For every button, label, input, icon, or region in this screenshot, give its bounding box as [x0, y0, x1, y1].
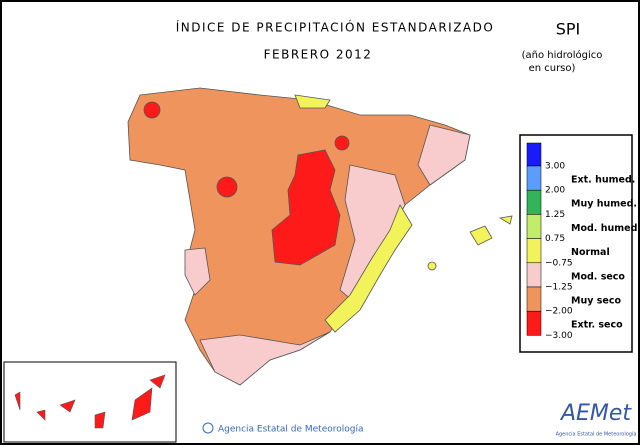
legend-swatch: [526, 189, 542, 215]
region-yellow: [324, 204, 413, 333]
region-red: [334, 135, 350, 151]
legend-tick: 1.25: [545, 210, 565, 220]
region-red: [271, 149, 341, 266]
legend-label: Muy humed.: [571, 199, 637, 210]
region-red: [143, 101, 161, 119]
legend-tick: 2.00: [545, 186, 565, 196]
legend-tick: −1.25: [545, 283, 573, 293]
index-note: en curso): [529, 63, 576, 74]
region-red: [216, 176, 238, 198]
legend-swatch: [526, 262, 542, 288]
region-pink: [184, 247, 211, 296]
legend-label: Mod. humed: [571, 223, 637, 234]
logo-caption: Agencia Estatal de Meteorología: [556, 431, 637, 438]
legend-swatch: [526, 142, 542, 167]
subtitle: FEBRERO 2012: [264, 48, 373, 62]
title: ÍNDICE DE PRECIPITACIÓN ESTANDARIZADO: [176, 20, 495, 35]
legend-swatch: [526, 286, 542, 312]
region-yellow: [294, 94, 331, 109]
legend-label: Normal: [571, 247, 610, 258]
legend-tick: −2.00: [545, 307, 573, 317]
index-note: (año hidrológico: [522, 49, 603, 61]
index-name: SPI: [556, 20, 581, 39]
agency-icon: [202, 422, 214, 434]
legend-label: Ext. humed.: [571, 175, 635, 186]
legend-tick: −3.00: [545, 331, 573, 341]
canary-inset: [3, 361, 177, 443]
legend-tick: 3.00: [545, 162, 565, 172]
legend-label: Mod. seco: [571, 271, 625, 282]
island: [498, 215, 513, 225]
island: [469, 225, 493, 246]
region-pink: [417, 124, 471, 186]
legend-tick: −0.75: [545, 258, 573, 268]
legend-swatch: [526, 310, 542, 336]
island: [427, 261, 437, 271]
legend-label: Extr. seco: [571, 320, 623, 331]
islands: [14, 374, 166, 429]
logo: AEMet: [559, 401, 632, 426]
legend-label: Muy seco: [571, 296, 621, 307]
legend-swatch: [526, 238, 542, 264]
legend-swatch: [526, 165, 542, 191]
map: [127, 87, 513, 386]
region-pink: [199, 331, 331, 386]
legend-swatch: [526, 214, 542, 239]
legend: 3.00 2.00 1.25 0.75 −0.75 −1.25 −2.00 −3.00 Ext.…: [519, 134, 637, 353]
agency: Agencia Estatal de Meteorología: [218, 425, 364, 435]
legend-tick: 0.75: [545, 234, 565, 244]
